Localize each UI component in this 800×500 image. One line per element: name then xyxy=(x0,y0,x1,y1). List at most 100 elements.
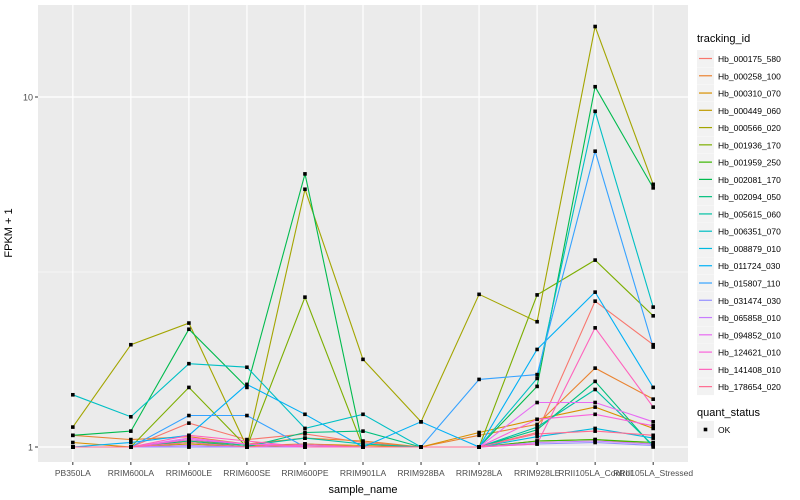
data-point xyxy=(651,186,655,190)
data-point xyxy=(361,439,365,443)
shape-legend-title: quant_status xyxy=(697,407,760,419)
data-point xyxy=(535,427,539,432)
data-point xyxy=(535,432,539,436)
legend-label: Hb_001936_170 xyxy=(718,140,781,150)
legend-item: Hb_002094_050 xyxy=(697,188,781,206)
legend-item: Hb_005615_060 xyxy=(697,205,781,223)
x-tick-label: RRIM928BA xyxy=(397,468,445,478)
legend-label: Hb_001959_250 xyxy=(718,158,781,168)
data-point xyxy=(593,429,597,433)
legend-item: Hb_094852_010 xyxy=(697,326,781,344)
x-tick-label: RRIM901LA xyxy=(340,468,387,478)
shape-legend-label: OK xyxy=(718,425,731,435)
data-point xyxy=(187,437,191,442)
data-point xyxy=(593,366,597,370)
data-point xyxy=(651,423,655,428)
data-point xyxy=(535,425,539,429)
data-point xyxy=(187,440,191,445)
data-point xyxy=(71,440,75,445)
data-point xyxy=(71,433,75,438)
data-point xyxy=(651,405,655,409)
legend-item: Hb_031474_030 xyxy=(697,291,781,309)
legend-label: Hb_178654_020 xyxy=(718,382,781,392)
data-point xyxy=(593,426,597,431)
legend-label: Hb_124621_010 xyxy=(718,348,781,358)
data-point xyxy=(129,342,133,347)
legend-label: Hb_000310_070 xyxy=(718,89,781,99)
data-point xyxy=(303,436,307,440)
legend-label: Hb_000175_580 xyxy=(718,54,781,64)
data-point xyxy=(245,445,249,449)
legend-label: Hb_000449_060 xyxy=(718,106,781,116)
data-point xyxy=(651,426,655,431)
data-point xyxy=(187,385,191,390)
data-point xyxy=(245,382,249,387)
legend-item: Hb_124621_010 xyxy=(697,343,781,361)
legend-item: Hb_011724_030 xyxy=(697,257,781,275)
legend-label: Hb_006351_070 xyxy=(718,227,781,237)
data-point xyxy=(129,414,133,419)
data-point xyxy=(129,440,133,445)
data-point xyxy=(361,412,365,417)
data-point xyxy=(651,305,655,309)
x-tick-label: RRIM600LE xyxy=(166,468,213,478)
data-point xyxy=(593,379,597,384)
data-point xyxy=(593,258,597,262)
data-point xyxy=(593,326,597,330)
data-point xyxy=(593,24,597,29)
data-point xyxy=(245,365,249,370)
data-point xyxy=(303,172,307,176)
legend-item: Hb_001959_250 xyxy=(697,153,781,171)
legend-item: Hb_001936_170 xyxy=(697,136,781,154)
data-point xyxy=(651,385,655,390)
data-point xyxy=(361,442,365,446)
legend-item: Hb_000258_100 xyxy=(697,67,781,85)
legend-item: Hb_015807_110 xyxy=(697,274,781,292)
data-point xyxy=(303,295,307,299)
data-point xyxy=(651,182,655,187)
data-point xyxy=(245,439,249,443)
y-axis-title: FPKM + 1 xyxy=(3,208,15,257)
data-point xyxy=(477,445,481,449)
y-tick-label: 10 xyxy=(23,93,33,103)
x-tick-label: RRII105LA_Stressed xyxy=(613,468,693,478)
legend-item: Hb_000449_060 xyxy=(697,101,781,119)
data-point xyxy=(245,442,249,446)
y-tick-label: 1 xyxy=(28,443,33,453)
legend-point-swatch xyxy=(703,427,708,432)
data-point xyxy=(187,321,191,325)
data-point xyxy=(361,357,365,362)
data-point xyxy=(593,400,597,405)
data-point xyxy=(477,292,481,297)
data-point xyxy=(71,392,75,397)
x-tick-label: RRIM928LE xyxy=(514,468,561,478)
data-point xyxy=(593,109,597,114)
legend-item: Hb_141408_010 xyxy=(697,360,781,378)
data-point xyxy=(361,445,365,449)
data-point xyxy=(535,319,539,324)
data-point xyxy=(651,420,655,424)
data-point xyxy=(303,412,307,417)
data-point xyxy=(245,413,249,418)
data-point xyxy=(187,413,191,418)
data-point xyxy=(129,429,133,433)
data-point xyxy=(535,400,539,405)
data-point xyxy=(245,385,249,390)
x-tick-label: RRIM928LA xyxy=(456,468,503,478)
legend-label: Hb_005615_060 xyxy=(718,209,781,219)
data-point xyxy=(593,387,597,392)
data-point xyxy=(187,327,191,332)
data-point xyxy=(651,433,655,438)
data-point xyxy=(419,420,423,424)
data-point xyxy=(535,293,539,297)
legend-label: Hb_011724_030 xyxy=(718,261,781,271)
x-tick-label: RRII105LA_Control xyxy=(558,468,632,478)
data-point xyxy=(129,437,133,442)
x-tick-label: RRIM600LA xyxy=(108,468,155,478)
data-point xyxy=(651,397,655,401)
legend-title: tracking_id xyxy=(697,33,750,45)
data-point xyxy=(651,314,655,318)
data-point xyxy=(303,187,307,192)
